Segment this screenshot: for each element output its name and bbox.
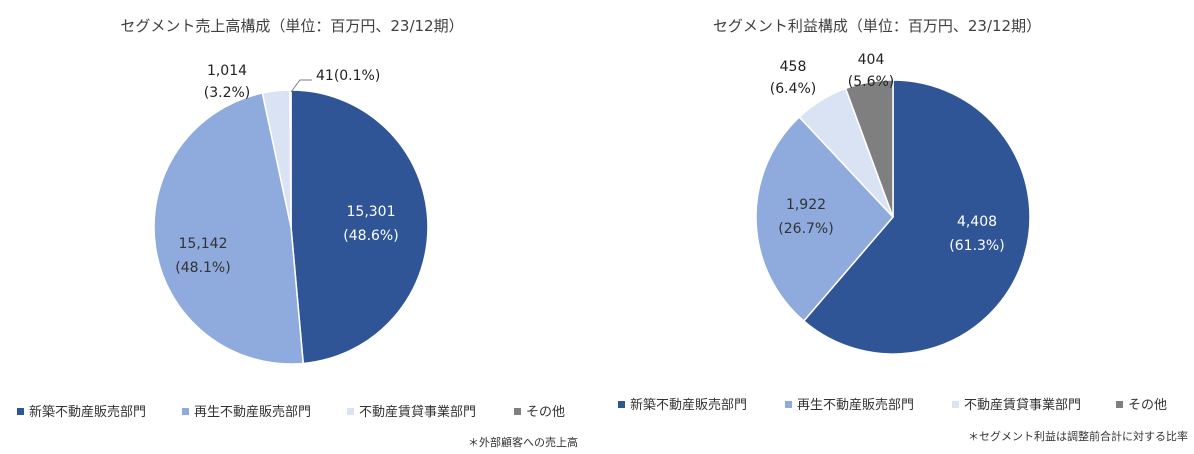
pie-slice-other (844, 79, 894, 218)
pie-slices (755, 79, 1031, 355)
legend-label: 不動産賃貸事業部門 (359, 404, 476, 420)
legend-swatch (347, 408, 354, 415)
data-label-combined: 41(0.1%) (316, 68, 380, 84)
legend-swatch (17, 408, 24, 415)
legend-swatch (952, 401, 959, 408)
legend: 新築不動産販売部門 再生不動産販売部門 不動産賃貸事業部門 その他 (618, 397, 1167, 413)
data-label-percent: (3.2%) (204, 85, 251, 101)
legend-label: その他 (1128, 398, 1167, 413)
data-label-value: 15,301 (347, 204, 396, 220)
footnote: ＊セグメント利益は調整前合計に対する比率 (968, 429, 1188, 443)
legend-label: 再生不動産販売部門 (194, 404, 311, 420)
pie-slice-new-build-sales (802, 79, 1031, 355)
legend-label: 新築不動産販売部門 (29, 404, 146, 420)
legend-swatch (182, 408, 189, 415)
data-label-percent: (26.7%) (778, 221, 833, 237)
legend-label: 不動産賃貸事業部門 (964, 397, 1081, 413)
sales-pie-chart: セグメント売上高構成（単位：百万円、23/12期） 15,301 (48.6%)… (17, 17, 578, 449)
data-label-percent: (61.3%) (949, 238, 1004, 254)
legend-swatch (514, 408, 521, 415)
legend-swatch (1116, 401, 1123, 408)
legend-swatch (785, 401, 792, 408)
data-label-value: 15,142 (179, 236, 228, 252)
leader-line (290, 79, 312, 93)
pie-slice-new-build-sales (290, 89, 429, 365)
data-label-value: 458 (780, 59, 807, 75)
legend-swatch (618, 401, 625, 408)
legend: 新築不動産販売部門 再生不動産販売部門 不動産賃貸事業部門 その他 (17, 404, 565, 420)
legend-label: 新築不動産販売部門 (630, 397, 747, 413)
profit-pie-chart: セグメント利益構成（単位：百万円、23/12期） 4,408 (61.3%) 1… (618, 17, 1188, 443)
data-label-percent: (5.6%) (848, 74, 895, 90)
data-label-value: 1,922 (786, 197, 826, 213)
pie-slice-resale-sales (153, 92, 305, 365)
data-label-value: 1,014 (207, 63, 247, 79)
chart-title: セグメント利益構成（単位：百万円、23/12期） (713, 17, 1041, 35)
legend-label: その他 (526, 405, 565, 420)
chart-title: セグメント売上高構成（単位：百万円、23/12期） (120, 17, 463, 35)
data-label-percent: (6.4%) (770, 81, 817, 97)
pie-slice-other (289, 89, 292, 228)
legend-label: 再生不動産販売部門 (797, 397, 914, 413)
pie-slice-resale-sales (755, 115, 895, 323)
data-label-value: 4,408 (957, 214, 997, 230)
data-label-percent: (48.6%) (343, 228, 398, 244)
pie-slices (153, 89, 429, 365)
data-label-percent: (48.1%) (175, 260, 230, 276)
data-label-value: 404 (858, 52, 885, 68)
footnote: ＊外部顧客への売上高 (468, 435, 578, 449)
